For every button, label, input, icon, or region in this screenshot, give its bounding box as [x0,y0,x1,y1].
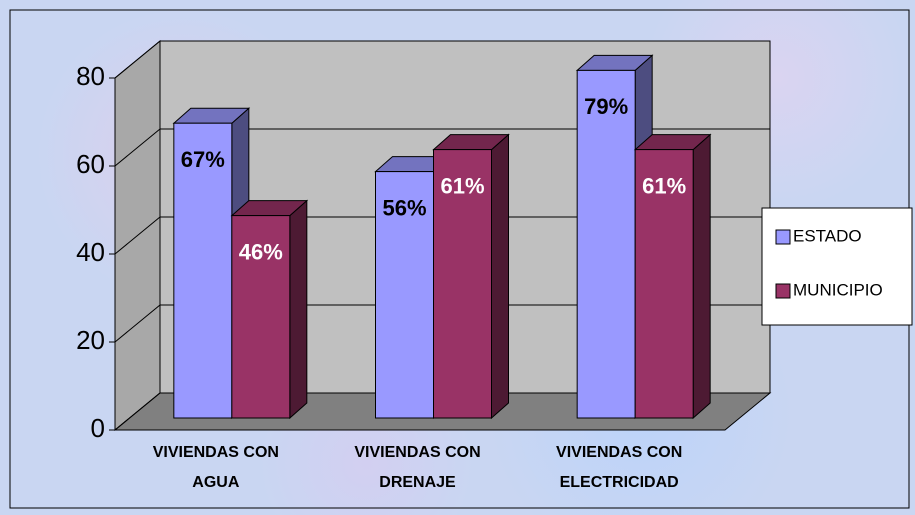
y-tick-label: 40 [76,237,105,267]
data-label: 79% [584,94,628,119]
x-tick-label: VIVIENDAS CON DRENAJE [354,444,481,491]
bar-side [692,133,711,420]
y-tick-label: 80 [76,61,105,91]
legend-label: ESTADO [793,226,862,245]
data-label: 46% [239,239,283,264]
x-tick-label: VIVIENDAS CON ELECTRICIDAD [556,444,683,491]
y-tick-label: 20 [76,325,105,355]
grid-line [114,304,770,343]
y-tick-label: 60 [76,149,105,179]
legend-box [761,207,913,326]
grid-line [114,40,770,79]
y-tick-label: 0 [91,413,105,443]
bar [634,149,694,419]
bar-side [289,199,308,420]
data-label: 67% [181,147,225,172]
data-label: 61% [440,173,484,198]
bar-side [491,133,509,420]
grid-line [114,128,770,167]
grid-line [114,216,770,255]
bar [375,171,434,419]
bar [173,122,233,419]
bar [433,149,492,419]
data-label: 56% [382,195,426,220]
bar [231,215,291,419]
bar [576,69,636,419]
grid-line [114,392,770,431]
legend-swatch [775,283,791,299]
legend-swatch [775,229,791,245]
legend-label: MUNICIPIO [793,280,883,299]
x-tick-label: VIVIENDAS CON AGUA [152,444,279,491]
data-label: 61% [642,173,686,198]
